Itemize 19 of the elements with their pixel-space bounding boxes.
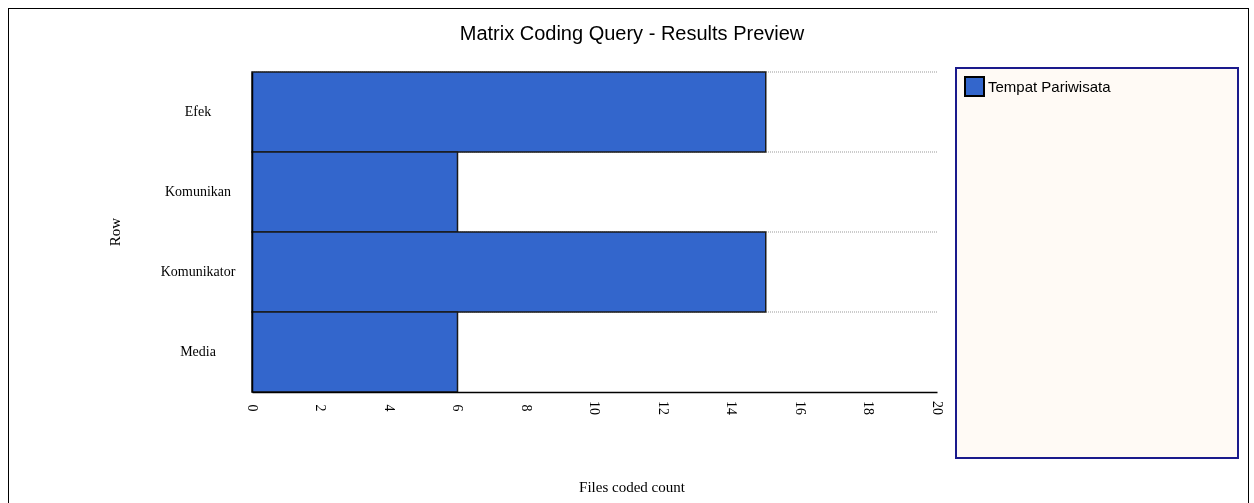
y-axis-title: Row <box>107 217 123 247</box>
x-tick-label: 12 <box>655 401 671 415</box>
x-axis-title: Files coded count <box>579 479 686 495</box>
y-tick-label: Komunikator <box>160 264 236 280</box>
y-tick-label: Efek <box>184 104 212 120</box>
x-tick-label: 14 <box>724 401 740 415</box>
x-tick-label: 2 <box>313 404 329 412</box>
x-tick-label: 16 <box>792 401 808 415</box>
x-tick-label: 10 <box>587 401 603 415</box>
x-tick-label: 8 <box>518 404 534 412</box>
text: Tempat Pariwisata <box>988 78 1112 95</box>
x-tick-label: 18 <box>861 401 877 415</box>
y-tick-label: Komunikan <box>164 184 232 200</box>
x-tick-label: 4 <box>381 404 397 412</box>
y-tick-label: Media <box>180 344 217 360</box>
x-tick-label: 0 <box>244 404 260 412</box>
x-tick-label: 6 <box>450 404 466 412</box>
chart-title: Matrix Coding Query - Results Preview <box>459 22 805 44</box>
x-tick-label: 20 <box>929 401 945 415</box>
